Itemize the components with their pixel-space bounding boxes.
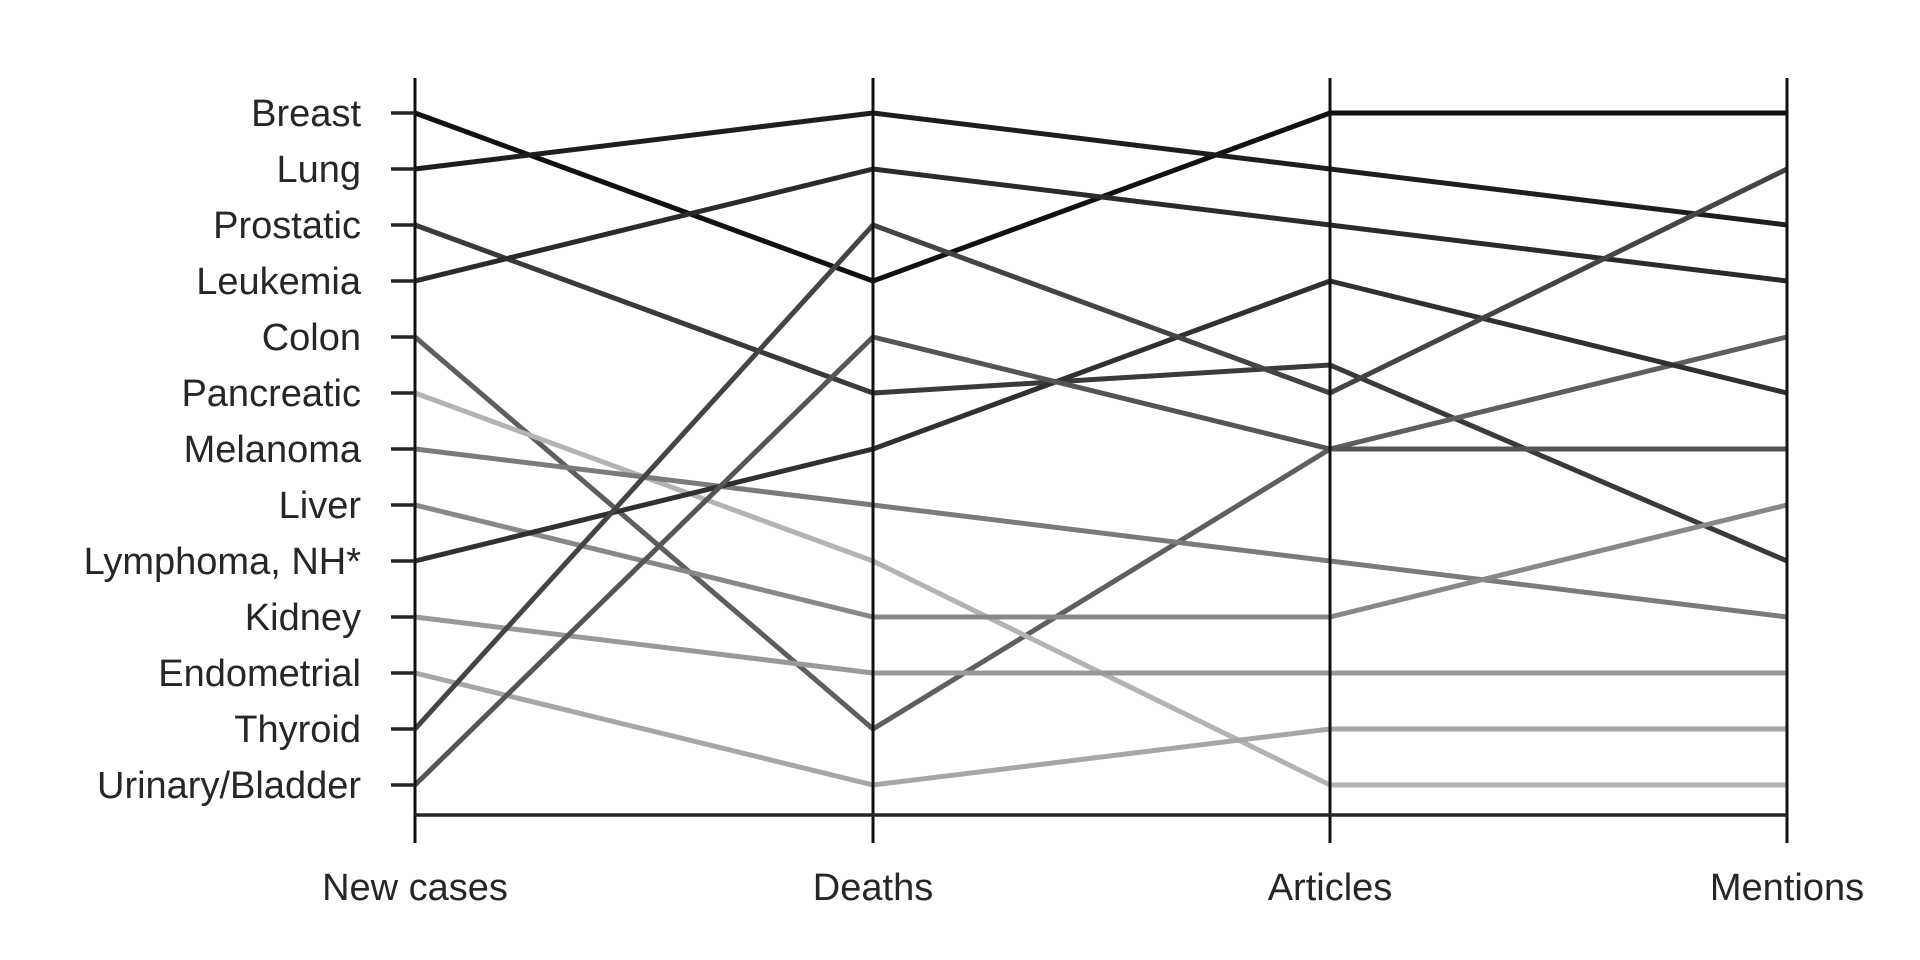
- series-layer: [413, 110, 1789, 788]
- y-tick-label: Leukemia: [196, 261, 362, 303]
- y-tick-label: Colon: [262, 317, 361, 359]
- y-tick-label: Melanoma: [184, 429, 362, 471]
- labels-layer: Breast Lung Prostatic Leukemia Colon Pancreat…: [84, 93, 1864, 909]
- axes-layer: [391, 78, 1789, 843]
- series-line-2: [414, 110, 1788, 228]
- series-line-9: [414, 278, 1788, 564]
- x-tick-label: Mentions: [1710, 867, 1864, 909]
- series-line-10: [414, 614, 1787, 676]
- y-tick-label: Prostatic: [213, 205, 361, 247]
- series-line-4: [414, 166, 1788, 284]
- y-tick-label: Urinary/Bladder: [97, 765, 361, 807]
- y-tick-label: Endometrial: [158, 653, 361, 695]
- series-line-3: [414, 222, 1788, 564]
- series-line-12: [413, 166, 1789, 731]
- y-tick-label: Liver: [279, 485, 362, 527]
- series-line-5: [413, 334, 1788, 732]
- series-line-8: [414, 502, 1788, 620]
- x-tick-label: Articles: [1268, 867, 1393, 909]
- y-tick-label: Breast: [251, 93, 361, 135]
- y-tick-label: Thyroid: [234, 709, 361, 751]
- series-line-11: [414, 670, 1787, 788]
- x-tick-label: Deaths: [813, 867, 933, 909]
- series-line-13: [413, 334, 1787, 787]
- y-tick-label: Pancreatic: [181, 373, 361, 415]
- y-tick-label: Lymphoma, NH*: [84, 541, 362, 583]
- y-tick-label: Lung: [276, 149, 361, 191]
- x-tick-label: New cases: [322, 867, 508, 909]
- y-tick-label: Kidney: [245, 597, 361, 639]
